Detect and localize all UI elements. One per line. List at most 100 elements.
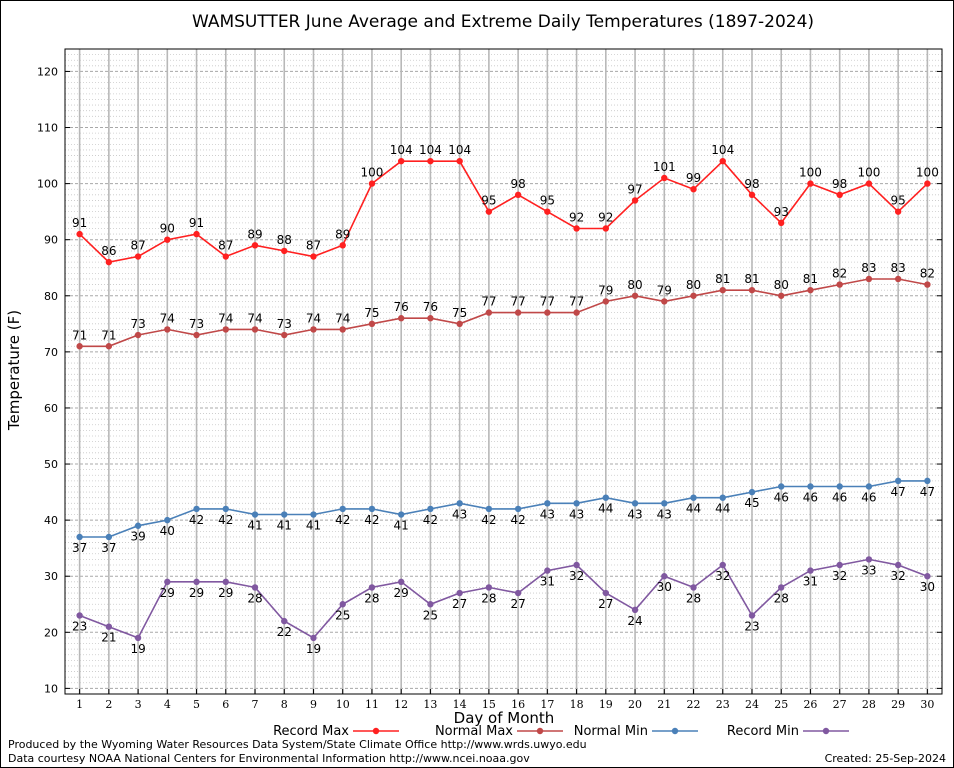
data-point	[164, 516, 171, 524]
data-label: 74	[247, 311, 262, 325]
data-point	[222, 253, 229, 260]
data-point	[836, 483, 843, 490]
legend-label: Normal Max	[435, 724, 513, 739]
data-point	[310, 511, 317, 518]
data-label: 29	[218, 586, 233, 600]
legend-marker	[822, 727, 830, 735]
data-point	[573, 309, 580, 316]
y-tick-label: 90	[44, 234, 58, 247]
data-label: 27	[510, 597, 525, 611]
data-label: 21	[101, 631, 116, 645]
data-point	[807, 180, 814, 187]
data-label: 28	[774, 591, 789, 605]
data-point	[631, 606, 639, 614]
data-point	[661, 298, 668, 305]
data-label: 44	[598, 502, 613, 516]
data-label: 100	[360, 166, 383, 180]
data-point	[544, 208, 551, 215]
data-point	[778, 584, 785, 591]
data-label: 86	[101, 244, 116, 258]
data-label: 42	[481, 513, 496, 527]
data-label: 23	[72, 619, 87, 633]
legend-marker	[372, 727, 380, 735]
x-axis-label: Day of Month	[454, 709, 555, 727]
x-tick-label: 15	[482, 698, 496, 711]
data-label: 31	[540, 575, 555, 589]
data-point	[222, 578, 229, 586]
data-point	[573, 225, 580, 232]
data-label: 42	[510, 513, 525, 527]
data-label: 104	[448, 143, 471, 157]
legend-label: Normal Min	[574, 724, 648, 739]
data-label: 100	[799, 166, 822, 180]
x-tick-label: 11	[365, 698, 379, 711]
data-label: 23	[744, 619, 759, 633]
data-point	[719, 561, 726, 569]
data-label: 73	[130, 317, 145, 331]
data-point	[602, 589, 610, 597]
data-label: 25	[335, 608, 350, 622]
series-normal-max: 71 71 73 74 73 74 74 73 74 74 75 76 76 75 77 77 77 77 79 80…	[72, 261, 935, 350]
series-line	[79, 480, 928, 538]
data-point	[310, 253, 317, 260]
data-label: 77	[540, 295, 555, 309]
data-label: 79	[657, 283, 672, 297]
data-point	[573, 561, 580, 569]
data-point	[631, 197, 639, 204]
data-point	[748, 488, 756, 496]
x-tick-label: 8	[281, 698, 288, 711]
data-point	[397, 578, 405, 586]
data-label: 47	[891, 485, 906, 499]
data-label: 32	[832, 569, 847, 583]
data-point	[105, 258, 113, 266]
data-point	[719, 157, 726, 165]
data-label: 27	[452, 597, 467, 611]
x-tick-label: 18	[570, 698, 584, 711]
data-point	[514, 191, 522, 199]
data-label: 71	[101, 328, 116, 342]
data-label: 81	[803, 272, 818, 286]
y-tick-label: 10	[44, 682, 58, 695]
data-label: 43	[540, 507, 555, 521]
data-point	[281, 511, 288, 518]
x-tick-label: 7	[252, 698, 259, 711]
data-point	[105, 533, 113, 541]
data-point	[222, 326, 229, 333]
data-label: 87	[130, 239, 145, 253]
data-label: 19	[306, 642, 321, 656]
data-point	[456, 500, 463, 507]
series-line	[79, 278, 928, 348]
x-tick-label: 29	[891, 698, 905, 711]
data-point	[281, 331, 288, 339]
x-tick-label: 13	[423, 698, 437, 711]
x-tick-label: 22	[687, 698, 701, 711]
data-label: 43	[657, 507, 672, 521]
data-point	[573, 500, 580, 507]
data-label: 74	[335, 311, 350, 325]
data-point	[778, 219, 785, 227]
data-point	[76, 230, 83, 238]
data-point	[865, 180, 873, 187]
data-point	[281, 617, 288, 625]
series-layer: 91 86 87 90 91 87 89 88 87 89 100 104 104 104 95 98 95 92…	[72, 143, 939, 656]
data-point	[836, 281, 843, 288]
legend-marker	[671, 727, 679, 735]
data-point	[514, 589, 522, 597]
data-point	[807, 286, 814, 294]
x-tick-label: 20	[628, 698, 642, 711]
data-label: 101	[653, 160, 676, 174]
data-label: 42	[335, 513, 350, 527]
data-label: 28	[686, 591, 701, 605]
legend-marker	[536, 727, 544, 735]
data-point	[193, 578, 200, 586]
data-point	[251, 242, 259, 249]
data-point	[661, 174, 668, 182]
data-label: 22	[277, 625, 292, 639]
data-point	[222, 505, 229, 513]
data-point	[310, 326, 317, 333]
data-point	[339, 242, 346, 249]
data-point	[76, 343, 83, 350]
data-label: 32	[715, 569, 730, 583]
data-point	[368, 180, 376, 187]
legend-label: Record Min	[727, 724, 799, 739]
